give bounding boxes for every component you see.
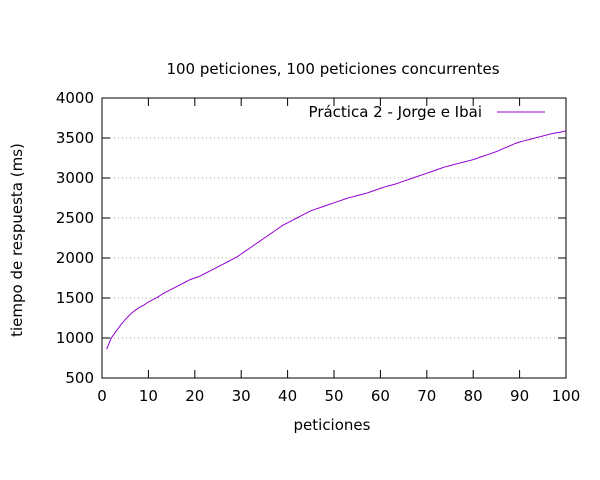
grid-lines — [102, 137, 566, 339]
y-tick-label: 2500 — [56, 209, 94, 227]
plot-frame — [101, 97, 567, 379]
legend: Práctica 2 - Jorge e Ibai — [309, 103, 545, 121]
y-axis-label: tiempo de respuesta (ms) — [8, 143, 26, 337]
y-tick-label: 2000 — [56, 249, 94, 267]
x-axis: 0 10 20 30 40 50 60 70 80 90 100 — [97, 98, 580, 405]
x-tick-label: 90 — [510, 387, 529, 405]
x-tick-label: 0 — [97, 387, 107, 405]
y-tick-label: 3000 — [56, 169, 94, 187]
chart-title: 100 peticiones, 100 peticiones concurren… — [166, 60, 499, 78]
y-tick-label: 1000 — [56, 329, 94, 347]
x-tick-label: 60 — [371, 387, 390, 405]
y-tick-label: 500 — [65, 369, 94, 387]
x-tick-label: 70 — [417, 387, 436, 405]
x-tick-label: 50 — [324, 387, 343, 405]
x-tick-label: 100 — [552, 387, 581, 405]
x-tick-label: 40 — [278, 387, 297, 405]
y-tick-label: 4000 — [56, 89, 94, 107]
series-line — [106, 130, 567, 350]
y-axis: 500 1000 1500 2000 2500 3000 3500 4000 — [56, 89, 566, 387]
x-tick-label: 20 — [185, 387, 204, 405]
legend-label: Práctica 2 - Jorge e Ibai — [309, 103, 482, 121]
x-tick-label: 80 — [464, 387, 483, 405]
x-axis-label: peticiones — [294, 416, 371, 434]
series-group — [106, 130, 567, 350]
y-tick-label: 3500 — [56, 129, 94, 147]
y-tick-label: 1500 — [56, 289, 94, 307]
x-tick-label: 10 — [139, 387, 158, 405]
x-tick-label: 30 — [232, 387, 251, 405]
